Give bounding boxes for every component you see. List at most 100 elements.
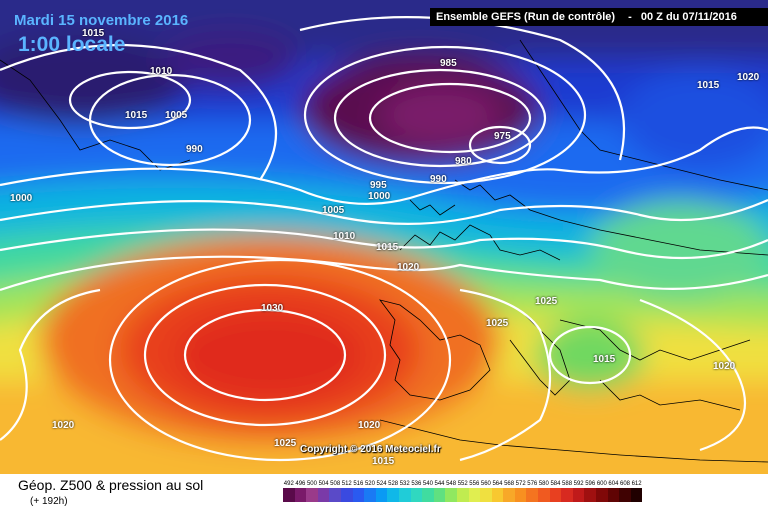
scale-value-label: 612 xyxy=(631,481,642,487)
isobar-label: 990 xyxy=(430,174,447,185)
scale-cell: 600 xyxy=(596,480,608,502)
isobar-label: 1030 xyxy=(261,303,284,314)
scale-cell: 608 xyxy=(619,480,631,502)
forecast-local-time: 1:00 locale xyxy=(18,33,126,56)
scale-cell: 504 xyxy=(317,480,330,502)
scale-value-label: 492 xyxy=(283,481,294,487)
isobar-label: 1025 xyxy=(535,296,558,307)
scale-value-label: 600 xyxy=(596,481,607,487)
scale-swatch xyxy=(398,488,411,502)
scale-cell: 520 xyxy=(364,480,376,502)
scale-swatch xyxy=(607,488,620,502)
scale-value-label: 608 xyxy=(620,481,631,487)
scale-value-label: 532 xyxy=(399,481,410,487)
scale-swatch xyxy=(630,488,643,502)
isobar-label: 1015 xyxy=(82,28,105,39)
scale-value-label: 520 xyxy=(364,481,375,487)
scale-swatch xyxy=(306,488,318,502)
run-time: 00 Z du 07/11/2016 xyxy=(640,11,737,23)
scale-swatch xyxy=(561,488,573,502)
isobar-label: 1015 xyxy=(372,456,395,467)
scale-swatch xyxy=(456,488,469,502)
isobar-label: 990 xyxy=(186,144,203,155)
isobar-label: 975 xyxy=(494,131,511,142)
isobar-label: 1015 xyxy=(376,242,399,253)
scale-cell: 540 xyxy=(422,480,434,502)
scale-value-label: 592 xyxy=(573,481,584,487)
scale-value-label: 536 xyxy=(411,481,422,487)
scale-value-label: 584 xyxy=(550,481,561,487)
scale-swatch xyxy=(410,488,423,502)
scale-value-label: 548 xyxy=(446,481,457,487)
scale-swatch xyxy=(364,488,376,502)
scale-cell: 552 xyxy=(456,480,469,502)
scale-swatch xyxy=(480,488,492,502)
run-label: Ensemble GEFS (Run de contrôle) xyxy=(436,11,616,23)
isobar-label: 980 xyxy=(455,156,472,167)
scale-cell: 580 xyxy=(538,480,550,502)
scale-cell: 612 xyxy=(630,480,643,502)
scale-value-label: 564 xyxy=(492,481,503,487)
scale-cell: 568 xyxy=(503,480,515,502)
isobar-label: 1020 xyxy=(397,262,420,273)
scale-value-label: 560 xyxy=(480,481,491,487)
color-scale-legend: 492 496 500 504 508 512 516 520 524 528 532 536 540 5… xyxy=(283,480,643,502)
scale-value-label: 516 xyxy=(353,481,364,487)
isobar-label: 1010 xyxy=(333,231,356,242)
isobar-label: 1000 xyxy=(10,193,33,204)
scale-swatch xyxy=(283,488,295,502)
scale-value-label: 504 xyxy=(318,481,329,487)
scale-cell: 564 xyxy=(491,480,504,502)
scale-value-label: 604 xyxy=(608,481,619,487)
scale-swatch xyxy=(514,488,527,502)
scale-cell: 500 xyxy=(306,480,318,502)
isobar-label: 1025 xyxy=(486,318,509,329)
forecast-range: (+ 192h) xyxy=(30,496,68,507)
map-title: Géop. Z500 & pression au sol xyxy=(18,477,204,493)
scale-cell: 524 xyxy=(375,480,388,502)
scale-swatch xyxy=(445,488,457,502)
scale-cell: 588 xyxy=(561,480,573,502)
scale-swatch xyxy=(340,488,353,502)
scale-swatch xyxy=(596,488,608,502)
scale-value-label: 588 xyxy=(562,481,573,487)
scale-swatch xyxy=(294,488,307,502)
scale-cell: 584 xyxy=(549,480,562,502)
isobar-label: 1020 xyxy=(737,72,760,83)
scale-value-label: 544 xyxy=(434,481,445,487)
scale-cell: 516 xyxy=(352,480,365,502)
scale-swatch xyxy=(526,488,539,502)
scale-swatch xyxy=(572,488,585,502)
isobar-label: 1010 xyxy=(150,66,173,77)
scale-swatch xyxy=(317,488,330,502)
isobar-label: 1015 xyxy=(593,354,616,365)
isobar-label: 1000 xyxy=(368,191,391,202)
scale-cell: 512 xyxy=(340,480,353,502)
scale-value-label: 568 xyxy=(504,481,515,487)
scale-cell: 592 xyxy=(572,480,585,502)
scale-cell: 532 xyxy=(398,480,411,502)
isobar-label: 1015 xyxy=(125,110,148,121)
scale-value-label: 524 xyxy=(376,481,387,487)
isobar-label: 1005 xyxy=(322,205,345,216)
scale-swatch xyxy=(549,488,562,502)
isobar-label: 995 xyxy=(370,180,387,191)
scale-swatch xyxy=(503,488,515,502)
scale-cell: 596 xyxy=(584,480,597,502)
scale-cell: 528 xyxy=(387,480,399,502)
scale-cell: 492 xyxy=(283,480,295,502)
scale-value-label: 576 xyxy=(527,481,538,487)
scale-value-label: 512 xyxy=(341,481,352,487)
isobar-label: 1020 xyxy=(713,361,736,372)
scale-swatch xyxy=(468,488,481,502)
isobar-label: 1020 xyxy=(358,420,381,431)
scale-swatch xyxy=(422,488,434,502)
scale-value-label: 556 xyxy=(469,481,480,487)
isobar-label: 1025 xyxy=(274,438,297,449)
run-info-box: Ensemble GEFS (Run de contrôle) - 00 Z d… xyxy=(430,8,768,26)
geopotential-map xyxy=(0,0,768,474)
scale-swatch xyxy=(329,488,341,502)
scale-value-label: 500 xyxy=(306,481,317,487)
scale-value-label: 528 xyxy=(388,481,399,487)
